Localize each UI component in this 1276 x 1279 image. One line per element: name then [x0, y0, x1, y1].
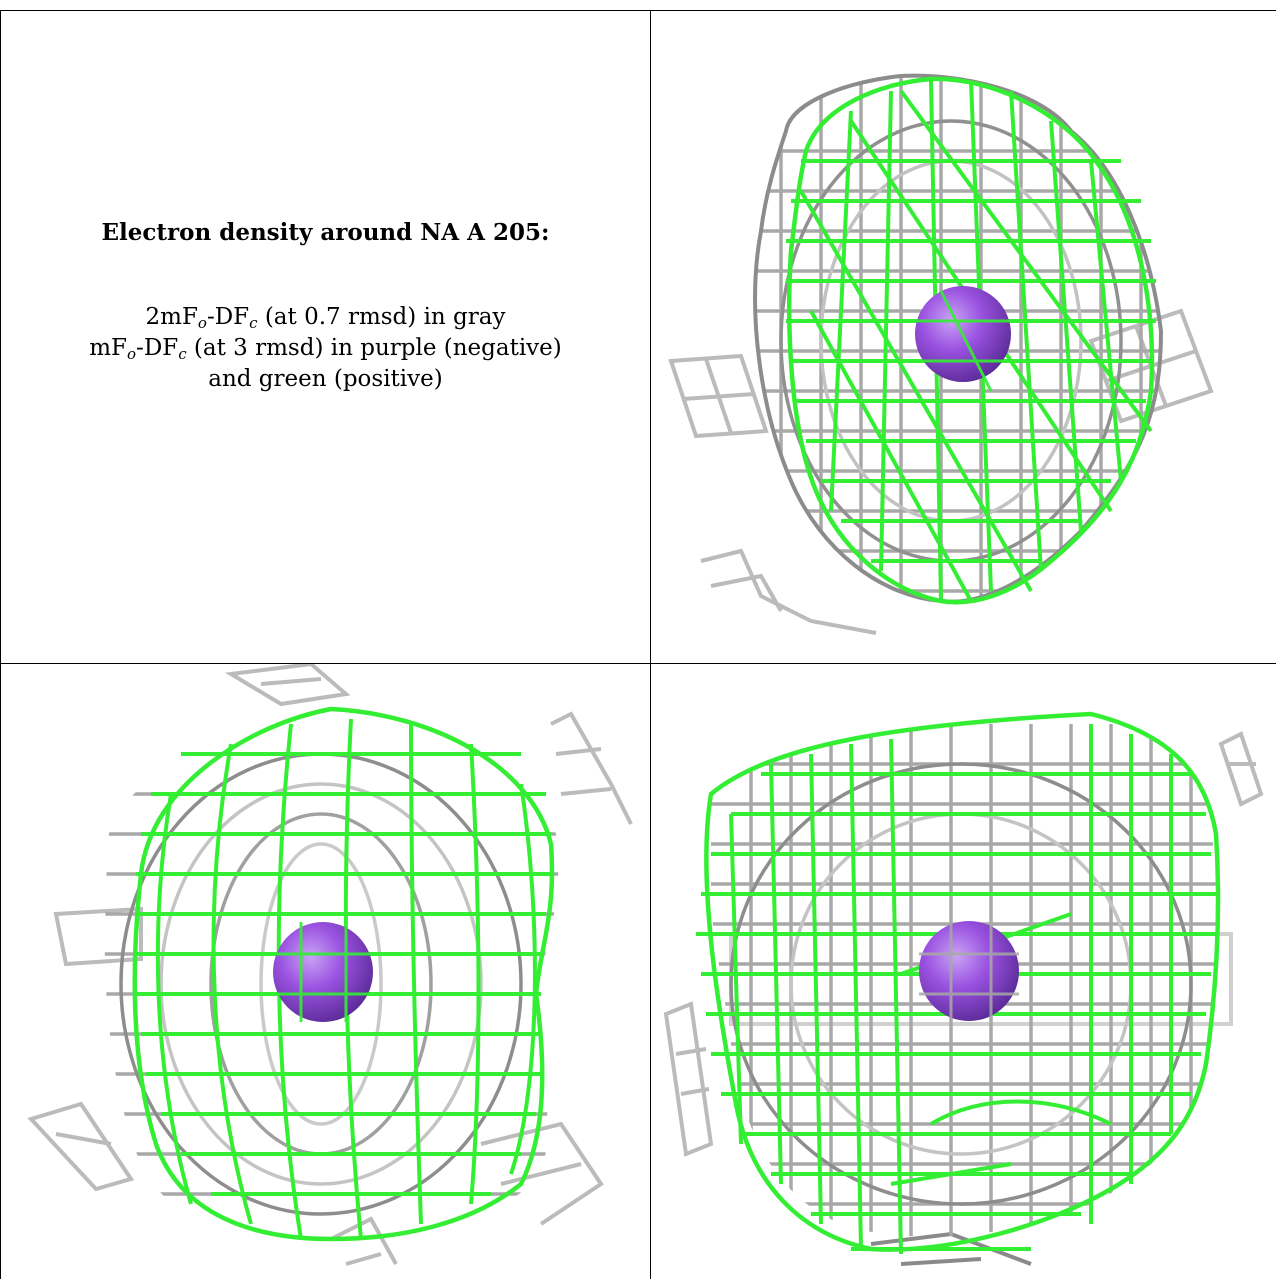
- divider-horizontal: [0, 663, 1276, 664]
- legend-panel: Electron density around NA A 205: 2mFo-D…: [1, 11, 650, 663]
- sodium-atom-sphere: [273, 922, 373, 1022]
- density-render-1: [668, 73, 1214, 635]
- border-top: [0, 10, 1276, 11]
- sodium-atom-sphere: [919, 921, 1019, 1021]
- legend-line-positive: and green (positive): [208, 366, 443, 392]
- green-mesh-over-atom: [916, 290, 1011, 392]
- density-view-bottom-right: [651, 664, 1276, 1279]
- density-view-bottom-left: [1, 664, 650, 1279]
- density-render-2: [27, 664, 633, 1266]
- legend-line-2fofc: 2mFo-DFc (at 0.7 rmsd) in gray: [145, 304, 506, 332]
- density-view-top-right: [651, 11, 1276, 663]
- legend-caption: 2mFo-DFc (at 0.7 rmsd) in gray mFo-DFc (…: [89, 302, 562, 395]
- divider-vertical: [650, 10, 651, 1279]
- green-mesh-over-atom: [273, 922, 373, 1022]
- density-render-3: [663, 711, 1264, 1266]
- legend-line-fofc: mFo-DFc (at 3 rmsd) in purple (negative): [89, 335, 562, 363]
- gray-mesh-fragments: [27, 664, 633, 1266]
- border-left: [0, 10, 1, 1279]
- legend-title: Electron density around NA A 205:: [101, 219, 550, 246]
- gray-mesh-over-atom: [919, 922, 1019, 1022]
